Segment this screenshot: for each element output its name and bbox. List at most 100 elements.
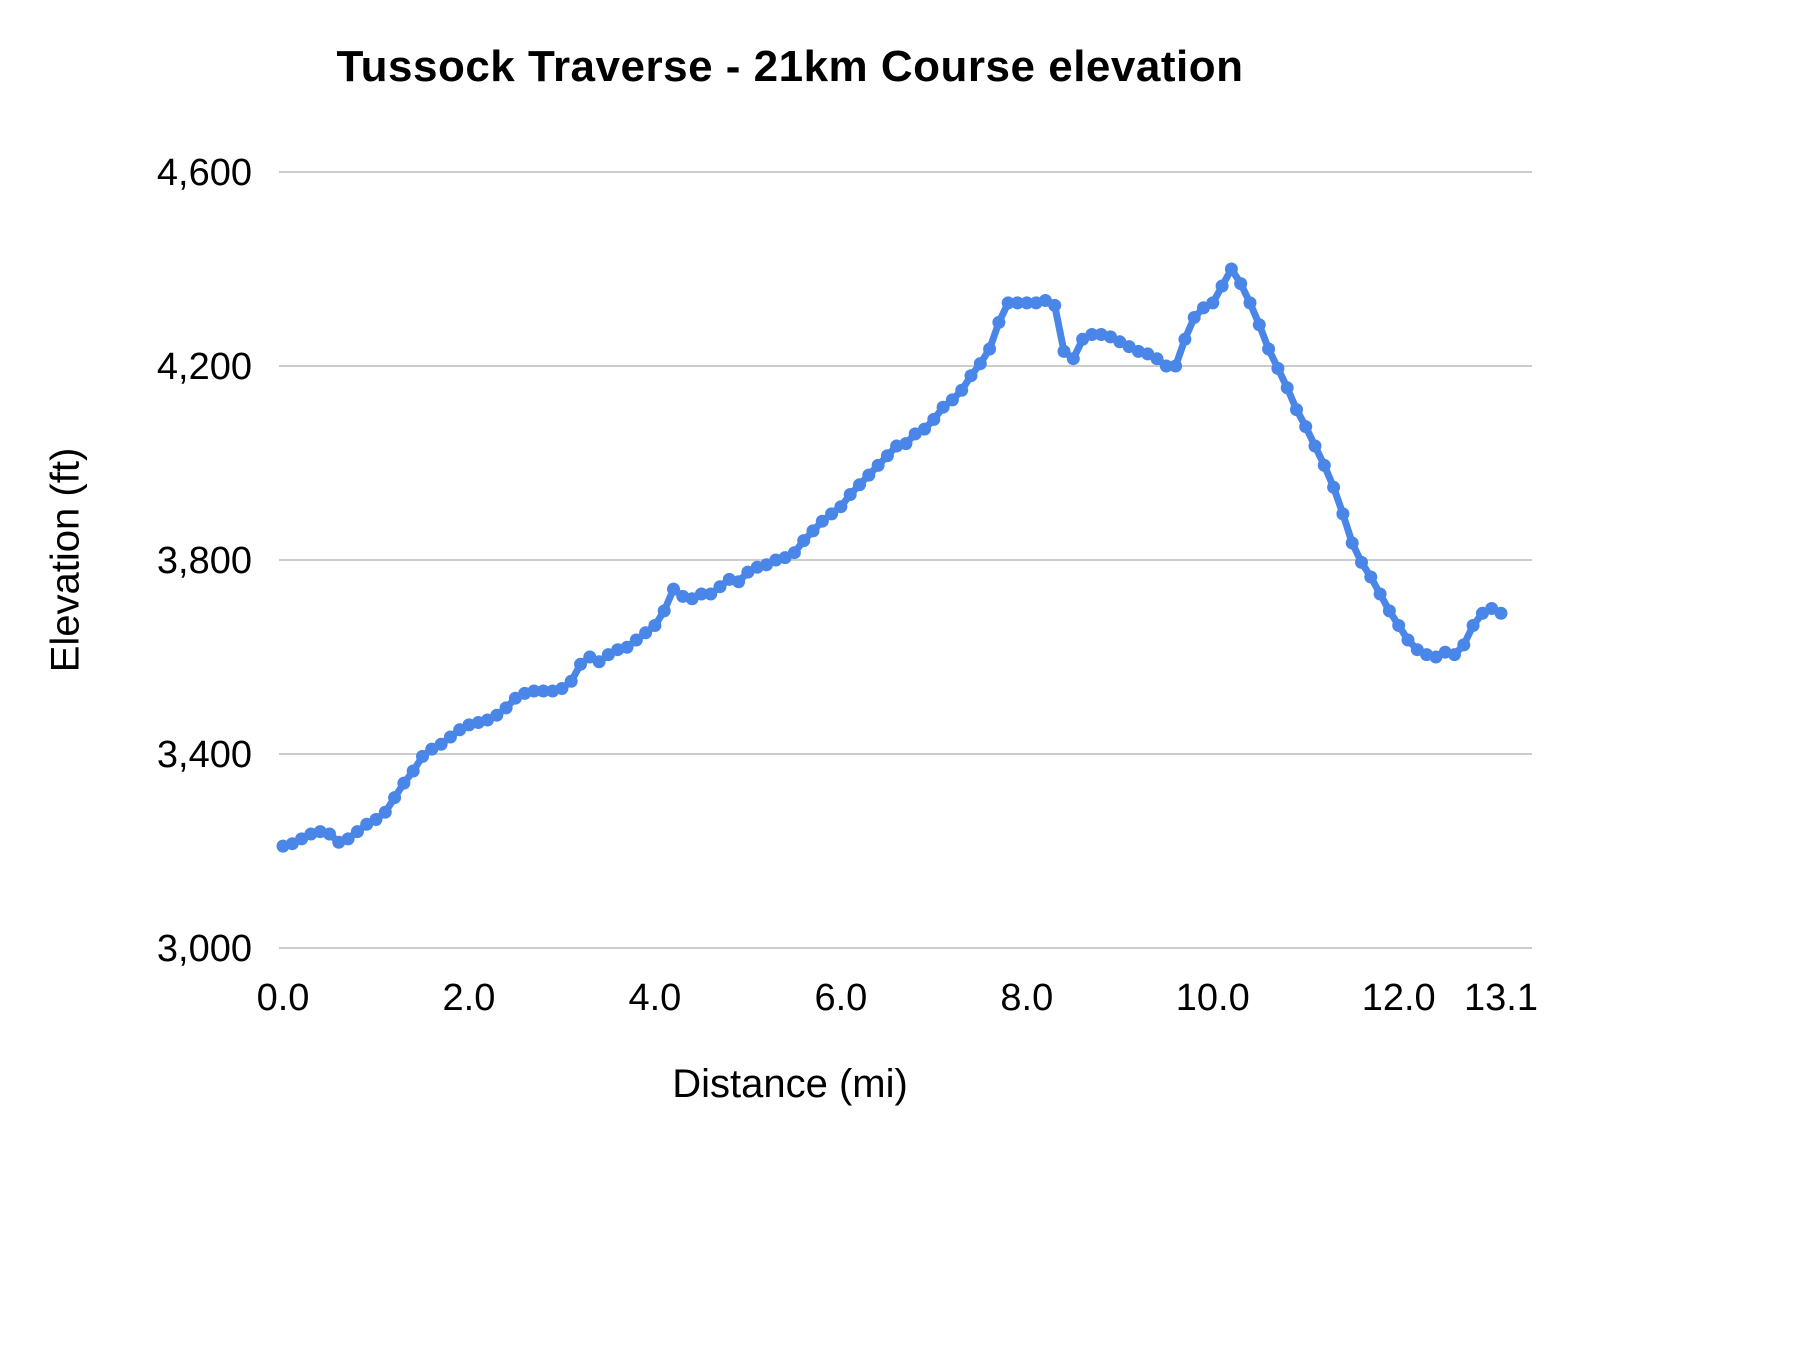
data-point bbox=[323, 827, 336, 841]
data-point bbox=[1364, 570, 1378, 584]
data-point bbox=[825, 507, 839, 521]
data-point bbox=[1290, 403, 1303, 417]
data-point bbox=[1345, 536, 1359, 550]
data-point bbox=[1169, 359, 1183, 373]
data-point bbox=[955, 383, 969, 397]
data-point bbox=[1382, 604, 1396, 618]
x-tick-label: 2.0 bbox=[443, 977, 496, 1019]
data-point bbox=[1262, 342, 1276, 356]
data-point bbox=[843, 488, 857, 501]
data-point bbox=[871, 458, 885, 472]
data-point bbox=[350, 825, 364, 839]
data-point bbox=[1336, 507, 1350, 521]
data-point bbox=[555, 682, 569, 695]
x-tick-label: 0.0 bbox=[257, 977, 310, 1019]
data-point bbox=[694, 587, 708, 601]
data-point bbox=[983, 342, 997, 356]
y-tick-label: 3,800 bbox=[157, 540, 252, 582]
data-point bbox=[369, 813, 383, 826]
data-point bbox=[490, 708, 504, 722]
data-point bbox=[657, 604, 671, 618]
y-tick-label: 3,000 bbox=[157, 928, 252, 970]
data-point bbox=[797, 534, 811, 548]
y-tick-label: 3,400 bbox=[157, 734, 252, 776]
data-point bbox=[927, 412, 941, 426]
data-point bbox=[1187, 311, 1201, 324]
data-point bbox=[918, 422, 931, 436]
data-point bbox=[1085, 328, 1099, 341]
x-tick-label: 13.1 bbox=[1464, 977, 1538, 1019]
data-point bbox=[1011, 296, 1024, 310]
data-point bbox=[964, 369, 978, 383]
data-point bbox=[1252, 318, 1266, 332]
data-point bbox=[434, 737, 448, 751]
data-point bbox=[1001, 296, 1015, 310]
data-point bbox=[862, 468, 876, 482]
data-point bbox=[443, 730, 457, 744]
data-point bbox=[564, 674, 578, 688]
data-point bbox=[713, 580, 727, 594]
data-point bbox=[592, 655, 606, 669]
data-point bbox=[1373, 587, 1387, 601]
data-point bbox=[732, 575, 746, 589]
data-point bbox=[834, 500, 848, 514]
data-point bbox=[806, 524, 820, 538]
data-point bbox=[1466, 619, 1480, 632]
data-point bbox=[1457, 638, 1471, 652]
data-point bbox=[1057, 344, 1071, 358]
data-point bbox=[1317, 458, 1331, 472]
data-point bbox=[397, 776, 411, 790]
data-point bbox=[406, 764, 420, 778]
x-axis-tick-labels: 0.0 2.0 4.0 6.0 8.0 10.0 12.0 13.1 bbox=[257, 977, 1538, 1019]
data-point bbox=[1355, 555, 1368, 569]
data-point bbox=[1494, 606, 1508, 620]
data-point bbox=[973, 357, 987, 371]
elevation-series-points bbox=[276, 262, 1508, 853]
x-tick-label: 4.0 bbox=[628, 977, 681, 1019]
data-point bbox=[536, 684, 550, 698]
data-point bbox=[499, 701, 513, 715]
data-point bbox=[936, 400, 950, 414]
data-point bbox=[1401, 633, 1415, 647]
y-tick-label: 4,600 bbox=[157, 152, 252, 194]
data-point bbox=[341, 832, 355, 846]
data-point bbox=[1327, 480, 1341, 494]
data-point bbox=[1048, 298, 1062, 312]
data-point bbox=[639, 626, 653, 640]
data-point bbox=[527, 684, 541, 698]
data-point bbox=[899, 437, 913, 451]
data-point bbox=[1178, 332, 1192, 346]
data-point bbox=[704, 587, 718, 601]
data-point bbox=[880, 449, 894, 463]
data-point bbox=[1066, 352, 1080, 366]
gridlines bbox=[279, 171, 1532, 949]
data-point bbox=[945, 393, 959, 407]
y-tick-label: 4,200 bbox=[157, 346, 252, 388]
data-point bbox=[1215, 279, 1229, 293]
elevation-series-line bbox=[279, 265, 1505, 850]
data-point bbox=[1308, 439, 1322, 453]
data-point bbox=[1280, 381, 1294, 395]
data-point bbox=[853, 478, 866, 492]
data-point bbox=[1159, 359, 1173, 373]
data-point bbox=[416, 749, 429, 763]
x-axis-title: Distance (mi) bbox=[672, 1062, 908, 1106]
data-point bbox=[815, 514, 829, 528]
x-tick-label: 8.0 bbox=[1000, 977, 1053, 1019]
data-point bbox=[629, 633, 643, 647]
data-point bbox=[787, 546, 801, 560]
data-point bbox=[1206, 296, 1220, 310]
x-tick-label: 6.0 bbox=[814, 977, 867, 1019]
chart-title: Tussock Traverse - 21km Course elevation bbox=[336, 42, 1244, 91]
data-point bbox=[620, 640, 634, 654]
x-tick-label: 10.0 bbox=[1176, 977, 1250, 1019]
data-point bbox=[574, 657, 587, 671]
data-point bbox=[1234, 277, 1248, 291]
data-point bbox=[1243, 296, 1257, 310]
data-point bbox=[1150, 352, 1164, 366]
data-point bbox=[1299, 420, 1313, 434]
data-point bbox=[1271, 361, 1285, 375]
data-point bbox=[667, 582, 680, 596]
